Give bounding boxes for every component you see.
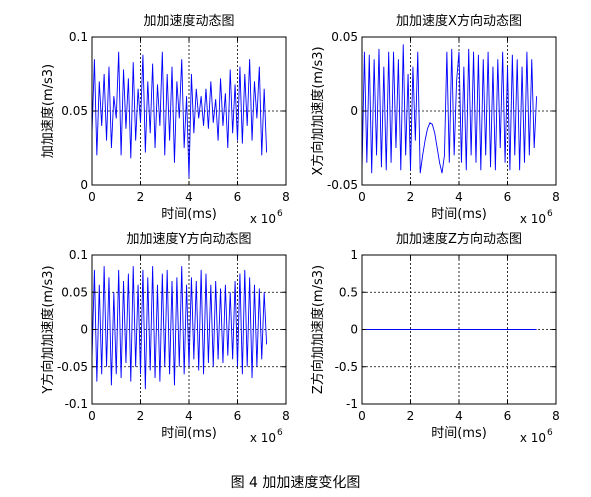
- data-series-line: [91, 51, 268, 178]
- x-tick-label: 2: [137, 190, 145, 204]
- x-tick-label: 8: [552, 190, 560, 204]
- x-tick-label: 6: [504, 190, 512, 204]
- x-axis-label: 时间(ms): [161, 207, 217, 222]
- y-axis-label: 加加速度(m/s3): [40, 64, 56, 158]
- y-tick-label: 0: [80, 323, 88, 337]
- y-tick-label: 0.05: [331, 30, 358, 44]
- y-tick-label: 0: [80, 178, 88, 192]
- y-tick-label: 0.1: [69, 30, 88, 44]
- y-tick-label: -0.1: [65, 397, 88, 411]
- y-tick-label: 0.5: [339, 285, 358, 299]
- x-exponent-label: x 10: [520, 431, 546, 445]
- data-series-line: [91, 266, 268, 390]
- y-tick-label: -0.5: [335, 360, 358, 374]
- x-axis-label: 时间(ms): [161, 426, 217, 441]
- x-tick-label: 6: [234, 190, 242, 204]
- x-tick-label: 0: [88, 409, 96, 423]
- y-axis-label: X方向加加速度(m/s3): [310, 46, 326, 175]
- y-tick-label: 0: [350, 104, 358, 118]
- y-tick-label: -1: [346, 397, 358, 411]
- chart-title: 加加速度X方向动态图: [396, 13, 522, 29]
- y-axis-label: Y方向加加速度(m/s3): [40, 265, 56, 394]
- x-exponent-power: 6: [547, 428, 553, 438]
- x-tick-label: 6: [234, 409, 242, 423]
- data-series-line: [361, 44, 538, 174]
- chart-title: 加加速度Z方向动态图: [396, 231, 522, 247]
- x-exponent-power: 6: [277, 428, 283, 438]
- x-tick-label: 4: [455, 190, 463, 204]
- x-exponent-label: x 10: [250, 212, 276, 226]
- x-tick-label: 2: [137, 409, 145, 423]
- figure-caption: 图 4 加加速度变化图: [230, 475, 361, 491]
- y-tick-label: -0.05: [327, 178, 358, 192]
- y-tick-label: -0.05: [57, 360, 88, 374]
- y-tick-label: 0.1: [69, 248, 88, 262]
- y-tick-label: 1: [350, 248, 358, 262]
- x-exponent-power: 6: [547, 209, 553, 219]
- x-tick-label: 2: [407, 409, 415, 423]
- x-tick-label: 8: [282, 190, 290, 204]
- chart-title: 加加速度Y方向动态图: [127, 231, 252, 247]
- chart-title: 加加速度动态图: [143, 13, 234, 29]
- x-tick-label: 8: [282, 409, 290, 423]
- x-tick-label: 4: [185, 190, 193, 204]
- x-tick-label: 2: [407, 190, 415, 204]
- x-exponent-power: 6: [277, 209, 283, 219]
- x-axis-label: 时间(ms): [431, 207, 487, 222]
- y-tick-label: 0.05: [61, 285, 88, 299]
- x-exponent-label: x 10: [250, 431, 276, 445]
- x-tick-label: 0: [88, 190, 96, 204]
- y-axis-label: Z方向加加速度(m/s3): [310, 265, 326, 394]
- y-tick-label: 0.05: [61, 104, 88, 118]
- x-tick-label: 4: [185, 409, 193, 423]
- x-tick-label: 4: [455, 409, 463, 423]
- y-tick-label: 0: [350, 323, 358, 337]
- x-tick-label: 0: [358, 409, 366, 423]
- x-axis-label: 时间(ms): [431, 426, 487, 441]
- x-tick-label: 6: [504, 409, 512, 423]
- x-tick-label: 0: [358, 190, 366, 204]
- x-tick-label: 8: [552, 409, 560, 423]
- x-exponent-label: x 10: [520, 212, 546, 226]
